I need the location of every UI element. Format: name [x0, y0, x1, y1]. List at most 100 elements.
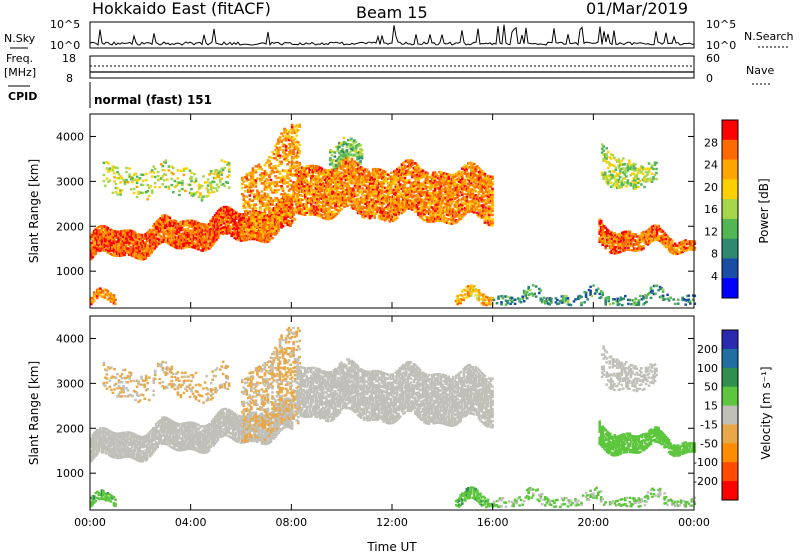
range-cell: [182, 222, 185, 225]
range-cell: [308, 199, 311, 202]
range-cell: [365, 168, 369, 171]
range-cell: [171, 242, 175, 246]
range-cell: [457, 172, 461, 175]
range-cell: [604, 303, 607, 306]
range-cell: [248, 174, 252, 177]
range-cell: [254, 203, 258, 206]
range-cell: [216, 214, 220, 217]
range-cell: [280, 193, 283, 196]
range-cell: [420, 170, 423, 173]
range-cell: [313, 207, 316, 210]
range-cell: [445, 201, 449, 204]
range-cell: [348, 145, 352, 148]
range-cell: [109, 244, 113, 248]
range-cell: [162, 234, 166, 237]
range-cell: [412, 191, 416, 194]
range-cell: [339, 154, 343, 157]
range-cell: [274, 225, 277, 228]
range-cell: [268, 223, 271, 226]
range-cell: [219, 221, 223, 224]
range-cell: [439, 183, 443, 186]
range-cell: [598, 228, 601, 231]
range-cell: [280, 226, 283, 229]
range-cell: [685, 298, 689, 302]
range-cell: [300, 194, 304, 198]
range-cell: [242, 218, 246, 222]
range-cell: [260, 224, 264, 227]
range-cell: [371, 182, 375, 185]
range-cell: [417, 213, 420, 216]
range-cell: [397, 200, 401, 204]
range-cell: [283, 206, 286, 209]
range-cell: [409, 199, 413, 202]
range-cell: [90, 237, 93, 241]
range-cell: [438, 219, 441, 222]
range-cell: [298, 125, 301, 128]
range-cell: [308, 191, 311, 194]
range-cell: [262, 204, 265, 207]
range-cell: [154, 231, 158, 234]
range-cell: [387, 212, 390, 215]
power-scatter-cells: [90, 123, 697, 307]
range-cell: [454, 221, 458, 224]
range-cell: [300, 210, 304, 214]
range-cell: [320, 183, 324, 186]
range-cell: [491, 299, 494, 302]
range-cell: [480, 194, 484, 197]
range-cell: [417, 211, 420, 214]
range-cell: [302, 185, 305, 188]
range-cell: [441, 209, 444, 213]
range-cell: [470, 210, 473, 213]
range-cell: [91, 239, 95, 243]
range-cell: [185, 233, 188, 237]
range-cell: [136, 241, 140, 244]
range-cell: [191, 231, 194, 235]
range-cell: [298, 176, 301, 179]
range-cell: [206, 230, 209, 233]
range-cell: [471, 198, 475, 201]
range-cell: [165, 223, 169, 226]
range-cell: [174, 222, 178, 225]
range-cell: [444, 186, 447, 189]
range-cell: [676, 302, 680, 305]
range-cell: [297, 166, 301, 170]
range-cell: [297, 201, 301, 204]
range-cell: [164, 236, 167, 240]
range-cell: [298, 212, 301, 215]
range-cell: [353, 141, 356, 144]
range-cell: [351, 146, 355, 149]
range-cell: [253, 225, 256, 229]
range-cell: [464, 289, 467, 292]
range-cell: [476, 195, 479, 198]
range-cell: [142, 251, 146, 255]
range-cell: [222, 214, 226, 217]
range-cell: [292, 148, 295, 152]
range-cell: [289, 216, 292, 219]
range-cell: [292, 207, 295, 210]
range-cell: [467, 162, 470, 165]
range-cell: [453, 197, 456, 201]
range-cell: [356, 197, 360, 201]
range-cell: [275, 225, 279, 228]
range-cell: [216, 210, 220, 213]
range-cell: [298, 151, 301, 155]
range-cell: [335, 172, 339, 175]
range-cell: [124, 249, 128, 252]
range-cell: [260, 216, 264, 219]
range-cell: [329, 189, 333, 192]
range-cell: [281, 187, 285, 190]
range-cell: [91, 249, 95, 253]
range-cell: [364, 170, 367, 173]
range-cell: [145, 252, 149, 255]
range-cell: [347, 196, 351, 200]
range-cell: [429, 214, 432, 217]
range-cell: [599, 227, 603, 231]
range-cell: [124, 251, 128, 254]
range-cell: [284, 157, 288, 160]
range-cell: [433, 173, 437, 176]
range-cell: [467, 208, 470, 212]
range-cell: [341, 168, 345, 171]
range-cell: [102, 247, 105, 250]
range-cell: [278, 202, 282, 206]
range-cell: [456, 199, 459, 203]
